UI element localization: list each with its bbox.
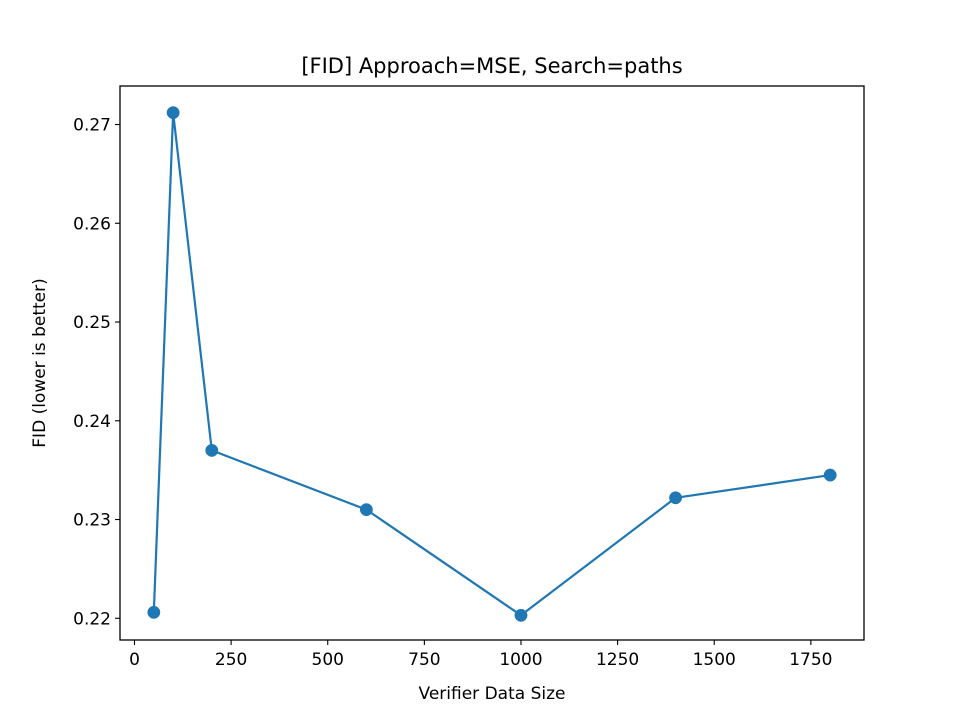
data-point bbox=[166, 106, 180, 120]
data-point bbox=[147, 605, 161, 619]
y-tick-label: 0.27 bbox=[73, 116, 111, 136]
x-tick-label: 1500 bbox=[693, 650, 736, 670]
x-tick-label: 250 bbox=[215, 650, 247, 670]
y-tick-label: 0.23 bbox=[73, 511, 111, 531]
chart-title: [FID] Approach=MSE, Search=paths bbox=[301, 54, 682, 78]
y-tick-label: 0.25 bbox=[73, 313, 111, 333]
data-point bbox=[359, 503, 373, 517]
y-tick-label: 0.24 bbox=[73, 412, 111, 432]
axes-frame bbox=[119, 85, 865, 641]
data-point bbox=[823, 468, 837, 482]
x-tick-label: 750 bbox=[408, 650, 440, 670]
y-axis-title: FID (lower is better) bbox=[30, 278, 50, 447]
x-tick-label: 1250 bbox=[596, 650, 639, 670]
plot-area bbox=[119, 85, 865, 641]
data-point bbox=[514, 608, 528, 622]
series-layer bbox=[147, 106, 837, 622]
x-tick-label: 0 bbox=[129, 650, 140, 670]
x-axis-title: Verifier Data Size bbox=[419, 684, 566, 704]
x-tick-label: 1750 bbox=[789, 650, 832, 670]
x-tick-label: 500 bbox=[312, 650, 344, 670]
y-tick-label: 0.22 bbox=[73, 609, 111, 629]
data-point bbox=[205, 443, 219, 457]
x-axis: 0 250 500 750 1000 1250 1500 1750 bbox=[129, 640, 832, 670]
x-tick-label: 1000 bbox=[499, 650, 542, 670]
data-point bbox=[669, 491, 683, 505]
y-tick-label: 0.26 bbox=[73, 214, 111, 234]
y-axis: 0.22 0.23 0.24 0.25 0.26 0.27 bbox=[73, 116, 120, 629]
